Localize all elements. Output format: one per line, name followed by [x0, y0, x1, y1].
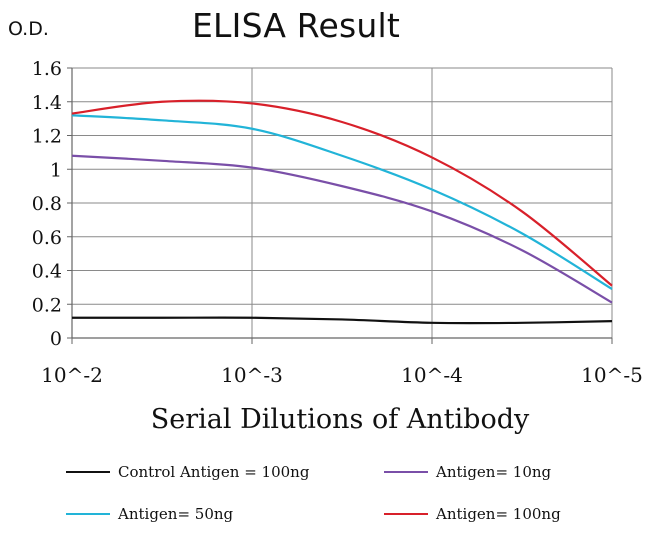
legend-label: Control Antigen = 100ng	[118, 463, 310, 481]
y-tick-label: 1.2	[32, 126, 62, 148]
legend-item: Antigen= 50ng	[66, 505, 233, 523]
y-tick-label: 1	[50, 159, 62, 181]
legend-swatch	[384, 513, 428, 515]
y-tick-label: 0.8	[32, 193, 62, 215]
legend-label: Antigen= 100ng	[436, 505, 561, 523]
chart-title: ELISA Result	[192, 6, 400, 45]
series-line-2	[71, 154, 613, 304]
axes	[67, 67, 613, 344]
y-axis-label: O.D.	[8, 18, 49, 40]
x-tick-labels: 10^-2 10^-3 10^-4 10^-5	[41, 363, 643, 387]
y-tick-label: 0	[50, 328, 62, 350]
grid-lines	[72, 67, 613, 338]
legend-item: Antigen= 10ng	[384, 463, 551, 481]
x-tick-label: 10^-3	[221, 363, 283, 387]
y-tick-label: 0.4	[32, 261, 62, 283]
legend-label: Antigen= 10ng	[436, 463, 552, 481]
series-line-1	[71, 316, 613, 325]
x-tick-label: 10^-2	[41, 363, 103, 387]
x-tick-label: 10^-5	[581, 363, 643, 387]
series-lines	[71, 99, 613, 325]
series-line-3	[71, 114, 613, 290]
legend-item: Control Antigen = 100ng	[66, 463, 309, 481]
legend-swatch	[66, 471, 110, 473]
y-tick-label: 0.2	[32, 294, 62, 316]
legend-item: Antigen= 100ng	[384, 505, 561, 523]
y-tick-label: 1.6	[32, 58, 62, 80]
series-line-4	[71, 99, 613, 287]
y-tick-label: 1.4	[32, 92, 62, 114]
legend-swatch	[384, 471, 428, 473]
y-tick-label: 0.6	[32, 227, 62, 249]
x-axis-label: Serial Dilutions of Antibody	[150, 404, 530, 435]
x-tick-label: 10^-4	[401, 363, 463, 387]
legend-swatch	[66, 513, 110, 515]
legend-label: Antigen= 50ng	[118, 505, 234, 523]
y-tick-labels: 0 0.2 0.4 0.6 0.8 1 1.2 1.4 1.6	[32, 58, 62, 350]
